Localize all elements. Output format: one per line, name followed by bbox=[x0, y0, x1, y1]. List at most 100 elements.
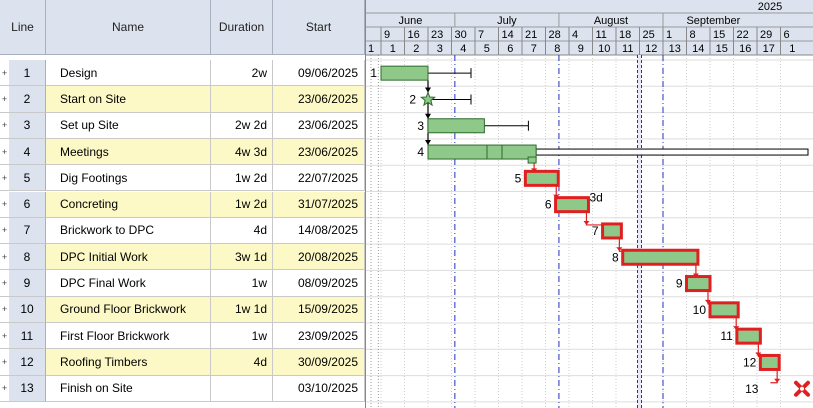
task-duration[interactable]: 1w 1d bbox=[211, 296, 273, 323]
expand-plus-icon[interactable]: + bbox=[0, 139, 9, 166]
task-start[interactable]: 09/06/2025 bbox=[273, 60, 365, 87]
bar-label: 10 bbox=[693, 303, 707, 317]
task-duration[interactable]: 1w 2d bbox=[211, 165, 273, 192]
table-row[interactable]: +12 Roofing Timbers 4d 30/09/2025 bbox=[0, 349, 365, 376]
column-header-line[interactable]: Line bbox=[0, 0, 46, 55]
table-row[interactable]: +4 Meetings 4w 3d 23/06/2025 bbox=[0, 138, 365, 166]
task-start[interactable]: 23/06/2025 bbox=[273, 86, 365, 113]
dependency-arrow bbox=[774, 378, 781, 383]
column-header-start[interactable]: Start bbox=[273, 0, 365, 55]
task-start[interactable]: 31/07/2025 bbox=[273, 191, 365, 218]
task-name[interactable]: Meetings bbox=[46, 138, 211, 166]
expand-plus-icon[interactable]: + bbox=[0, 376, 9, 402]
start-milestone-star-icon bbox=[419, 91, 437, 107]
week-number: 1 bbox=[368, 43, 374, 55]
dependency-link bbox=[585, 211, 603, 226]
week-label: 22 bbox=[737, 29, 749, 41]
month-label: August bbox=[594, 15, 628, 27]
table-row[interactable]: +11 First Floor Brickwork 1w 23/09/2025 bbox=[0, 323, 365, 350]
task-name[interactable]: DPC Final Work bbox=[46, 270, 211, 297]
table-row[interactable]: +1 Design 2w 09/06/2025 bbox=[0, 60, 365, 87]
task-duration[interactable]: 2w bbox=[211, 60, 273, 87]
task-start[interactable]: 23/06/2025 bbox=[273, 138, 365, 166]
task-start[interactable]: 03/10/2025 bbox=[273, 375, 365, 402]
expand-plus-icon[interactable]: + bbox=[0, 349, 9, 376]
expand-plus-icon[interactable]: + bbox=[0, 86, 9, 113]
highlight-column bbox=[637, 55, 642, 408]
task-start[interactable]: 08/09/2025 bbox=[273, 270, 365, 297]
table-row[interactable]: +2 Start on Site 23/06/2025 bbox=[0, 86, 365, 113]
table-row[interactable]: +9 DPC Final Work 1w 08/09/2025 bbox=[0, 270, 365, 297]
dependency-arrow bbox=[425, 87, 431, 93]
task-name[interactable]: Brickwork to DPC bbox=[46, 217, 211, 245]
task-duration[interactable] bbox=[211, 375, 273, 402]
table-row[interactable]: +10 Ground Floor Brickwork 1w 1d 15/09/2025 bbox=[0, 296, 365, 323]
task-bar bbox=[621, 248, 700, 266]
bar-label: 11 bbox=[720, 329, 733, 343]
task-start[interactable]: 15/09/2025 bbox=[273, 296, 365, 323]
task-duration[interactable]: 4d bbox=[211, 217, 273, 245]
task-start[interactable]: 30/09/2025 bbox=[273, 349, 365, 376]
task-name[interactable]: Set up Site bbox=[46, 112, 211, 139]
task-start[interactable]: 20/08/2025 bbox=[273, 244, 365, 271]
task-name[interactable]: Design bbox=[46, 60, 211, 87]
line-number: 4 bbox=[9, 138, 46, 166]
week-number: 4 bbox=[460, 43, 466, 55]
task-bar bbox=[427, 118, 485, 134]
task-name[interactable]: Roofing Timbers bbox=[46, 349, 211, 376]
expand-plus-icon[interactable]: + bbox=[0, 297, 9, 323]
expand-plus-icon[interactable]: + bbox=[0, 244, 9, 271]
lag-label: 3d bbox=[589, 191, 602, 205]
task-name[interactable]: DPC Initial Work bbox=[46, 244, 211, 271]
week-number: 1 bbox=[390, 43, 396, 55]
expand-plus-icon[interactable]: + bbox=[0, 113, 9, 139]
expand-plus-icon[interactable]: + bbox=[0, 218, 9, 245]
week-number: 12 bbox=[645, 43, 657, 55]
line-number: 10 bbox=[9, 296, 46, 323]
month-label: September bbox=[686, 15, 740, 27]
week-label: 9 bbox=[384, 29, 390, 41]
table-row[interactable]: +13 Finish on Site 03/10/2025 bbox=[0, 375, 365, 402]
task-name[interactable]: Start on Site bbox=[46, 86, 211, 113]
task-duration[interactable]: 3w 1d bbox=[211, 244, 273, 271]
task-name[interactable]: Finish on Site bbox=[46, 375, 211, 402]
task-start[interactable]: 23/06/2025 bbox=[273, 112, 365, 139]
table-row[interactable]: +7 Brickwork to DPC 4d 14/08/2025 bbox=[0, 217, 365, 245]
column-header-duration[interactable]: Duration bbox=[211, 0, 273, 55]
task-bar bbox=[708, 301, 740, 319]
task-duration[interactable]: 2w 2d bbox=[211, 112, 273, 139]
week-number: 16 bbox=[739, 43, 751, 55]
table-row[interactable]: +8 DPC Initial Work 3w 1d 20/08/2025 bbox=[0, 244, 365, 271]
table-row[interactable]: +6 Concreting 1w 2d 31/07/2025 bbox=[0, 191, 365, 218]
task-duration[interactable]: 1w bbox=[211, 270, 273, 297]
task-duration[interactable] bbox=[211, 86, 273, 113]
table-row[interactable]: +3 Set up Site 2w 2d 23/06/2025 bbox=[0, 112, 365, 139]
task-name[interactable]: First Floor Brickwork bbox=[46, 323, 211, 350]
task-duration[interactable]: 1w 2d bbox=[211, 191, 273, 218]
expand-plus-icon[interactable]: + bbox=[0, 60, 9, 87]
task-name[interactable]: Dig Footings bbox=[46, 165, 211, 192]
month-label: June bbox=[398, 15, 422, 27]
task-start[interactable]: 22/07/2025 bbox=[273, 165, 365, 192]
task-duration[interactable]: 1w bbox=[211, 323, 273, 350]
expand-plus-icon[interactable]: + bbox=[0, 165, 9, 192]
week-number: 11 bbox=[622, 43, 633, 55]
task-start[interactable]: 14/08/2025 bbox=[273, 217, 365, 245]
dependency-link bbox=[770, 369, 778, 384]
expand-plus-icon[interactable]: + bbox=[0, 192, 9, 218]
task-bar bbox=[554, 196, 590, 214]
column-header-name[interactable]: Name bbox=[46, 0, 211, 55]
task-name[interactable]: Concreting bbox=[46, 191, 211, 218]
month-label: July bbox=[497, 15, 517, 27]
table-row[interactable]: +5 Dig Footings 1w 2d 22/07/2025 bbox=[0, 165, 365, 192]
expand-plus-icon[interactable]: + bbox=[0, 323, 9, 350]
task-start[interactable]: 23/09/2025 bbox=[273, 323, 365, 350]
week-label: 16 bbox=[408, 29, 420, 41]
gantt-chart[interactable]: 2025 June July August September 9 16 23 30 7 14 21 2… bbox=[365, 0, 813, 408]
task-duration[interactable]: 4w 3d bbox=[211, 138, 273, 166]
task-name[interactable]: Ground Floor Brickwork bbox=[46, 296, 211, 323]
expand-plus-icon[interactable]: + bbox=[0, 270, 9, 297]
task-duration[interactable]: 4d bbox=[211, 349, 273, 376]
dependency-arrow bbox=[755, 352, 762, 357]
